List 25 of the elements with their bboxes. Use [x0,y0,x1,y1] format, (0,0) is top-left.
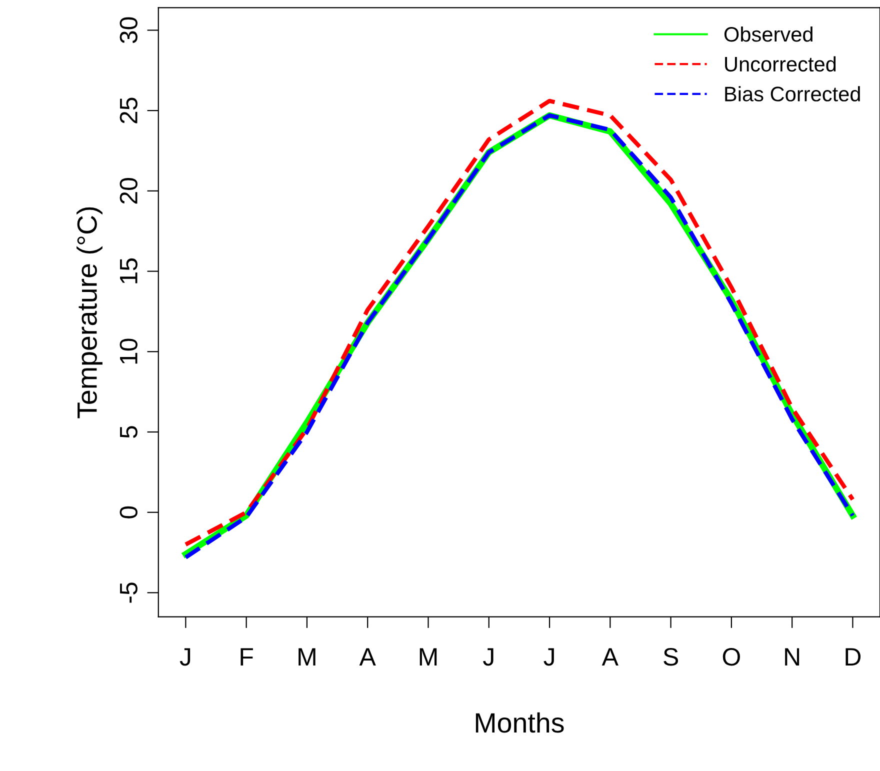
y-tick-label: 25 [120,98,138,124]
y-tick-label: 30 [120,17,138,44]
x-tick-label: A [602,648,618,666]
x-tick-label: F [240,648,253,666]
y-tick-label: -5 [120,582,138,603]
y-tick-label: 15 [120,258,138,284]
y-axis-title: Temperature (°C) [76,207,102,418]
legend-label: Uncorrected [725,56,836,72]
legend-label: Bias Corrected [725,86,860,102]
x-tick-label: M [420,648,437,666]
y-tick-label: 10 [120,338,138,364]
x-tick-label: S [664,648,678,666]
y-tick-label: 5 [120,426,138,438]
y-tick-label: 20 [120,178,138,204]
x-tick-label: O [722,648,740,666]
y-tick-label: 0 [120,506,138,518]
x-tick-label: J [180,648,190,666]
x-tick-label: A [359,648,376,666]
x-axis-title: Months [476,712,564,733]
x-tick-label: J [544,648,554,666]
x-tick-label: J [483,648,494,666]
x-tick-label: D [846,648,861,666]
x-tick-label: N [785,648,800,666]
x-tick-label: M [298,648,316,666]
legend-label: Observed [724,26,812,42]
